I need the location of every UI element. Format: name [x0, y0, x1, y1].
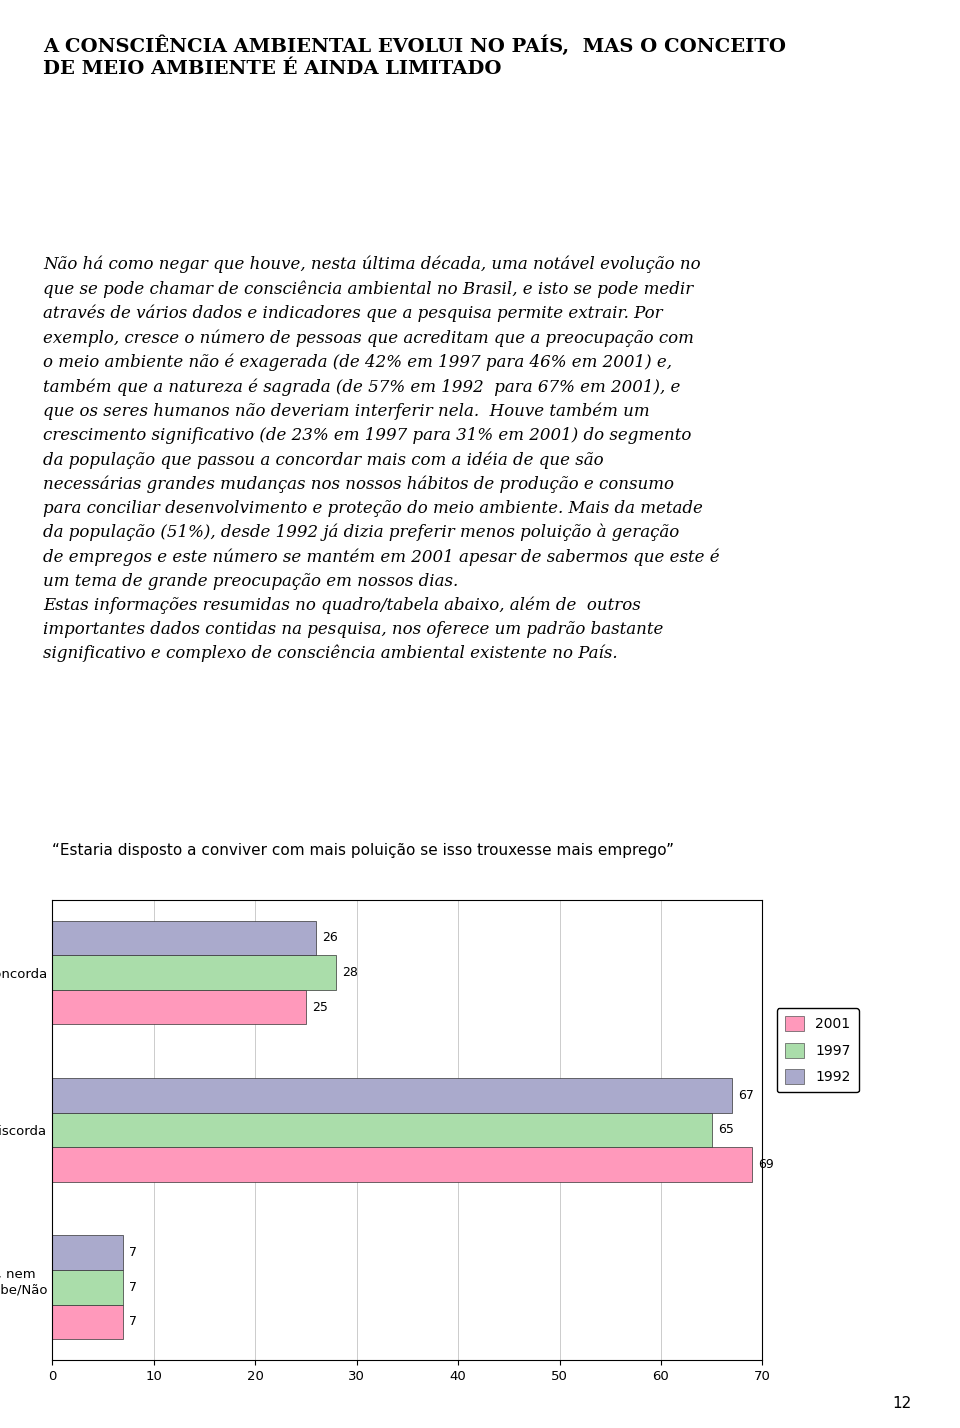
Bar [52, 921, 316, 955]
Text: 67: 67 [738, 1088, 754, 1102]
Legend: 2001, 1997, 1992: 2001, 1997, 1992 [777, 1008, 859, 1092]
Text: 28: 28 [343, 965, 358, 980]
Text: 7: 7 [130, 1247, 137, 1259]
Text: 65: 65 [718, 1124, 733, 1137]
Bar [52, 1078, 732, 1112]
Bar [52, 1305, 123, 1339]
Bar [52, 1269, 123, 1305]
Text: 26: 26 [322, 931, 338, 944]
Text: A CONSCIÊNCIA AMBIENTAL EVOLUI NO PAÍS,  MAS O CONCEITO
DE MEIO AMBIENTE É AINDA: A CONSCIÊNCIA AMBIENTAL EVOLUI NO PAÍS, … [43, 36, 786, 79]
Bar [52, 1147, 753, 1182]
Text: 7: 7 [130, 1315, 137, 1328]
Bar [52, 1112, 711, 1147]
Bar [52, 990, 306, 1024]
Text: Não há como negar que houve, nesta última década, uma notável evolução no
que se: Não há como negar que houve, nesta últim… [43, 256, 720, 663]
Text: 7: 7 [130, 1281, 137, 1294]
Bar [52, 955, 336, 990]
Text: 69: 69 [758, 1158, 774, 1171]
Bar [52, 1235, 123, 1269]
Text: 25: 25 [312, 1001, 327, 1014]
Text: 12: 12 [893, 1395, 912, 1411]
Text: “Estaria disposto a conviver com mais poluição se isso trouxesse mais emprego”: “Estaria disposto a conviver com mais po… [52, 844, 674, 858]
